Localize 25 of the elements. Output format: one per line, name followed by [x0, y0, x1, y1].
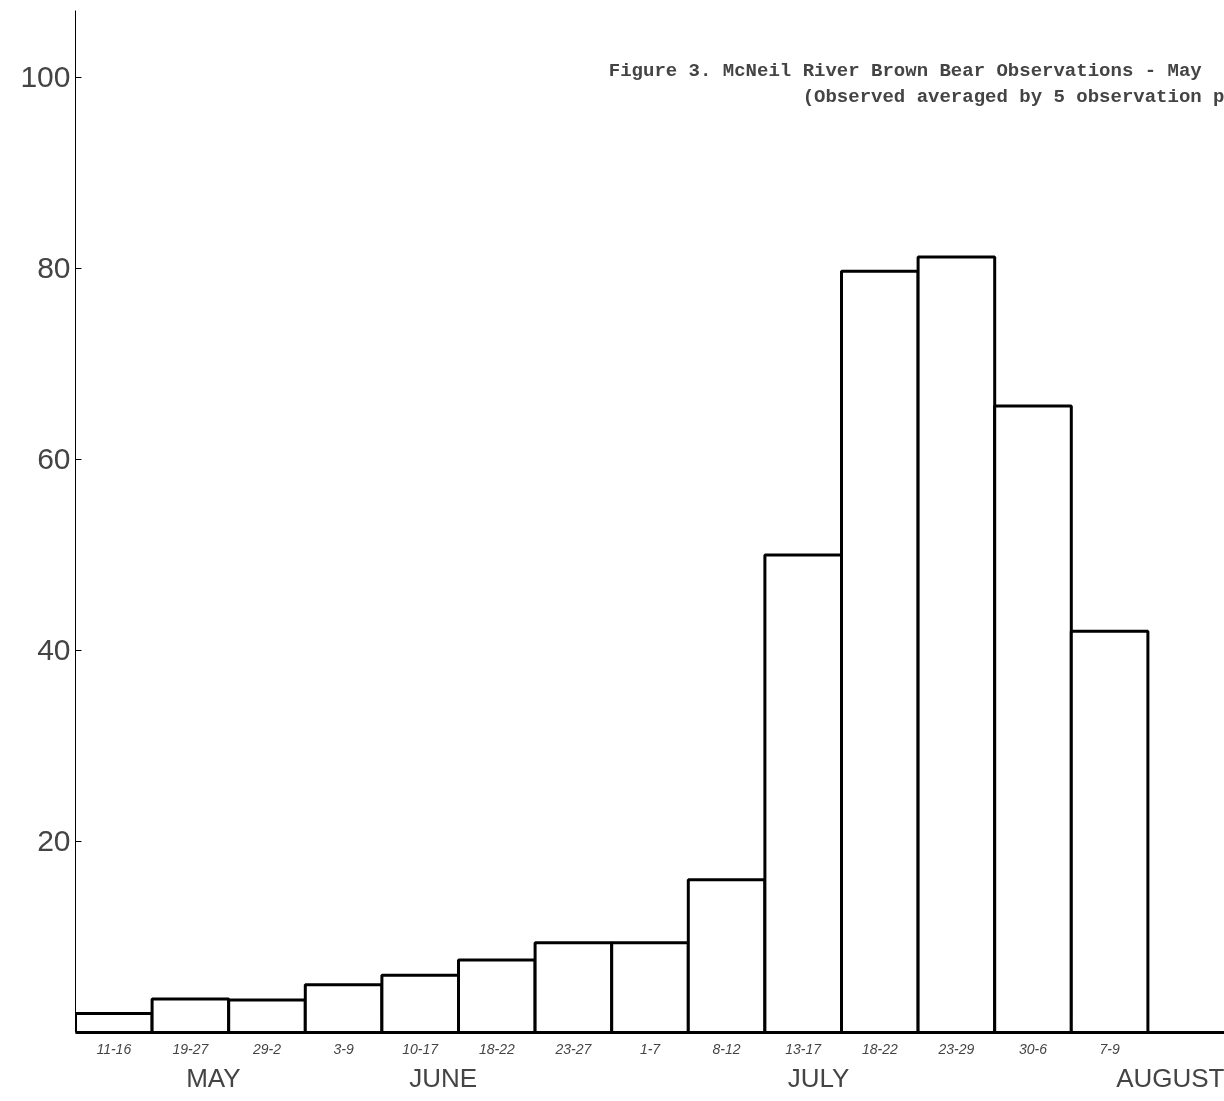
x-tick-label: 30-6: [1018, 1040, 1048, 1057]
x-tick-label: 29-2: [251, 1040, 282, 1057]
text: JULY: [787, 1062, 850, 1093]
text: Figure 3. McNeil River Brown Bear Observations - May: [608, 60, 1203, 83]
text: MAY: [186, 1062, 241, 1093]
text: (Observed averaged by 5 observation p: [802, 85, 1224, 108]
x-tick-label: 1-7: [639, 1040, 662, 1057]
x-tick-label: 19-27: [172, 1040, 210, 1057]
x-tick-label: 23-27: [554, 1040, 593, 1057]
y-tick-label: 60: [37, 442, 71, 476]
y-tick-label: 100: [20, 60, 71, 94]
x-tick-label: 18-22: [861, 1040, 898, 1057]
x-tick-label: 8-12: [712, 1040, 741, 1057]
x-tick-label: 10-17: [402, 1040, 440, 1057]
text: JUNE: [409, 1062, 478, 1093]
x-tick-label: 11-16: [96, 1040, 132, 1057]
text: AUGUST: [1116, 1062, 1224, 1093]
y-tick-label: 20: [37, 824, 71, 858]
x-tick-label: 23-29: [937, 1040, 975, 1057]
y-tick-label: 40: [37, 633, 71, 667]
x-tick-label: 18-22: [478, 1040, 515, 1057]
x-tick-label: 3-9: [333, 1040, 354, 1057]
x-tick-label: 7-9: [1099, 1040, 1120, 1057]
x-tick-label: 13-17: [785, 1040, 823, 1057]
y-tick-label: 80: [37, 251, 71, 285]
